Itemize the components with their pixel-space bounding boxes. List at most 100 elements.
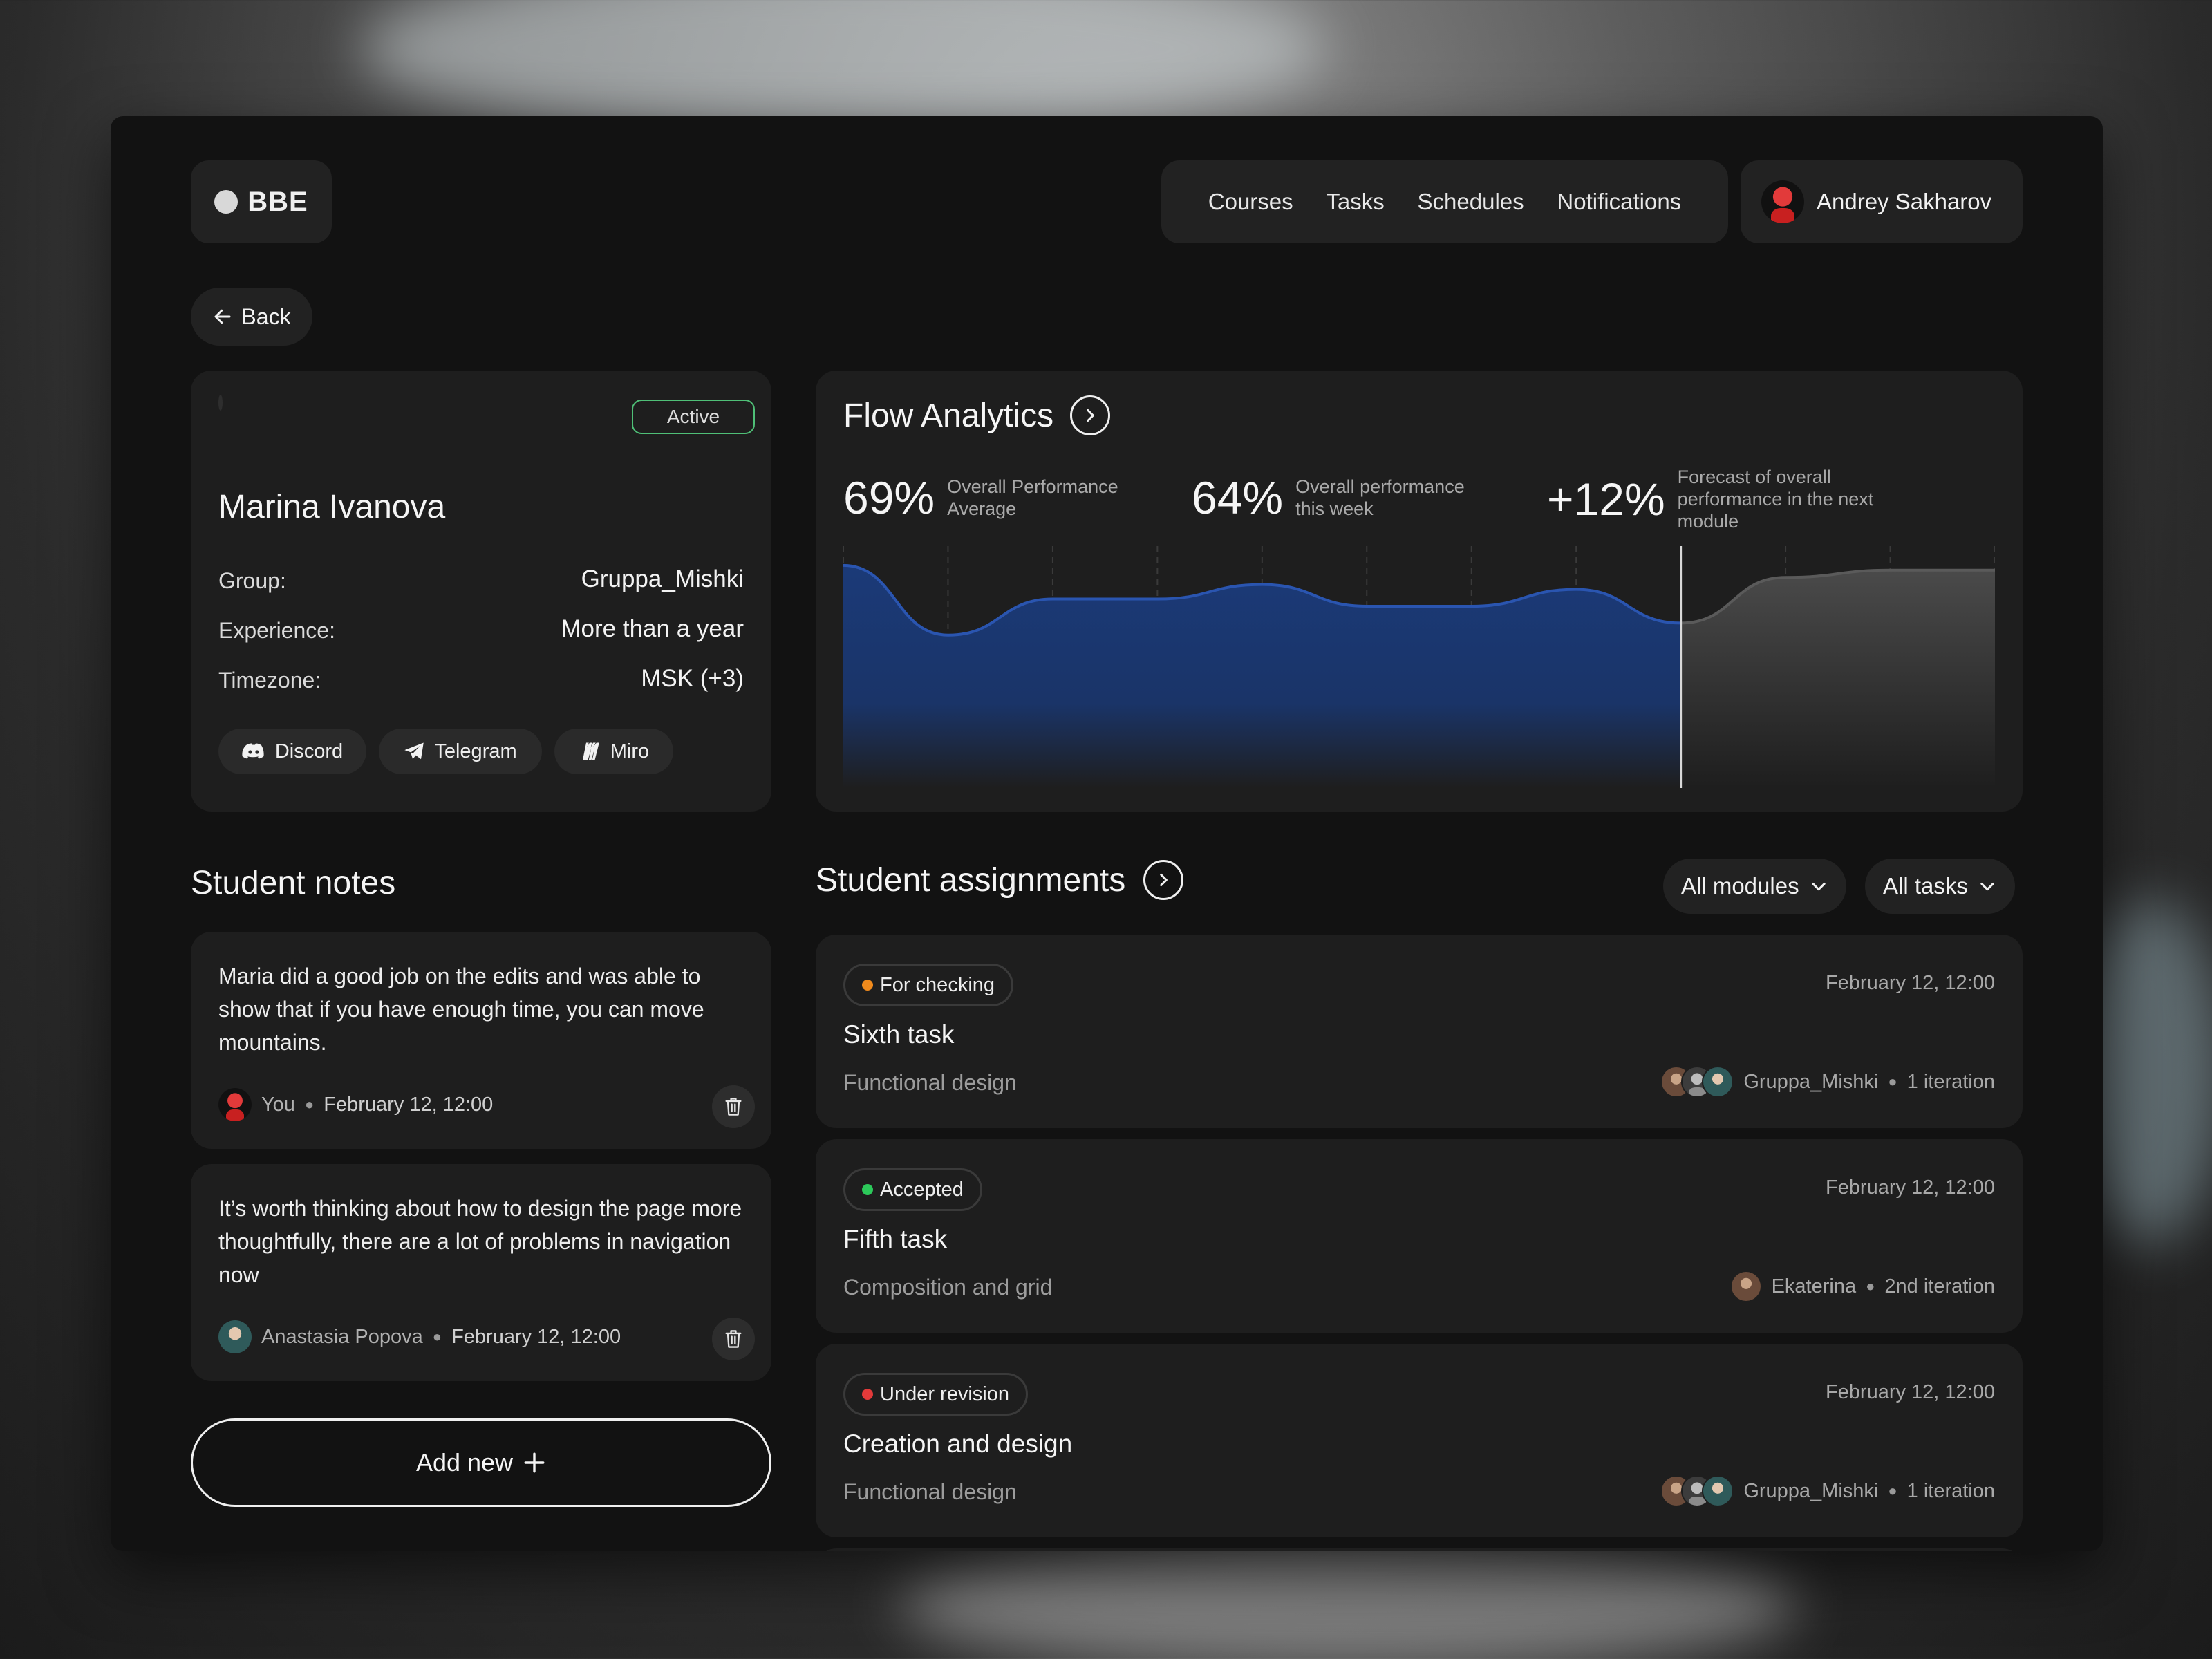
- note-meta: Anastasia Popova ● February 12, 12:00: [218, 1320, 621, 1353]
- stat-average-label-line-2: Average: [947, 498, 1017, 519]
- flow-chart: [843, 546, 1995, 788]
- assignments-open-button[interactable]: [1143, 860, 1184, 900]
- assignment-meta: Ekaterina ● 2nd iteration: [1730, 1271, 1995, 1302]
- dot-separator: ●: [304, 1096, 315, 1113]
- student-name: Marina Ivanova: [218, 489, 446, 525]
- avatar-stack: [1660, 1066, 1734, 1098]
- miro-icon: [582, 742, 599, 760]
- note-author: You: [261, 1093, 295, 1116]
- chevron-down-icon: [1811, 882, 1826, 891]
- assignment-assignee: Gruppa_Mishki: [1743, 1070, 1879, 1093]
- stat-week-label-line-2: this week: [1295, 498, 1374, 519]
- nav-courses[interactable]: Courses: [1208, 189, 1293, 214]
- telegram-button[interactable]: Telegram: [379, 729, 542, 774]
- assignment-status-label: Under revision: [880, 1382, 1009, 1405]
- stat-average-label: Overall Performance Average: [947, 476, 1118, 520]
- dot-separator: ●: [1888, 1073, 1897, 1090]
- note-date: February 12, 12:00: [451, 1325, 621, 1348]
- chevron-right-icon: [1160, 873, 1168, 887]
- assignments-header: Student assignments: [816, 860, 1184, 900]
- dot-separator: ●: [432, 1328, 442, 1345]
- add-note-label: Add new: [415, 1448, 514, 1477]
- assignment-assignee: Gruppa_Mishki: [1743, 1479, 1879, 1502]
- note-text: It’s worth thinking about how to design …: [218, 1196, 742, 1287]
- stat-forecast-label-line-2: performance in the next: [1677, 489, 1874, 509]
- discord-icon: [242, 743, 264, 759]
- logo-dot-icon: [214, 190, 238, 214]
- nav-schedules[interactable]: Schedules: [1417, 189, 1524, 214]
- assignment-iteration: 2nd iteration: [1884, 1275, 1995, 1297]
- discord-button[interactable]: Discord: [218, 729, 366, 774]
- group-label: Group:: [218, 568, 286, 593]
- discord-label: Discord: [274, 740, 344, 762]
- avatar-stack: [1730, 1271, 1762, 1302]
- brand-logo[interactable]: BBE: [191, 160, 332, 243]
- assignment-date: February 12, 12:00: [1825, 972, 1995, 994]
- nav-notifications[interactable]: Notifications: [1557, 189, 1682, 214]
- dot-separator: ●: [1866, 1277, 1875, 1295]
- note-date: February 12, 12:00: [324, 1093, 494, 1116]
- trash-icon: [725, 1330, 742, 1348]
- status-dot-icon: [862, 1389, 873, 1400]
- note-author: Anastasia Popova: [261, 1325, 423, 1348]
- note-text: Maria did a good job on the edits and wa…: [218, 964, 704, 1055]
- tasks-filter[interactable]: All tasks: [1865, 859, 2015, 914]
- avatar: [1702, 1475, 1734, 1507]
- stat-week-label: Overall performance this week: [1295, 476, 1465, 520]
- stat-forecast: +12% Forecast of overall performance in t…: [1547, 466, 1873, 532]
- user-avatar: [1761, 180, 1804, 223]
- status-dot-icon: [862, 980, 873, 991]
- assignment-status: For checking: [843, 964, 1014, 1006]
- flow-analytics-card: Flow Analytics 69% Overall Performance Av…: [816, 371, 2023, 812]
- assignment-module: Composition and grid: [843, 1275, 1053, 1300]
- telegram-icon: [404, 742, 424, 760]
- stat-average-label-line-1: Overall Performance: [947, 476, 1118, 497]
- stat-forecast-label-line-1: Forecast of overall: [1677, 467, 1831, 487]
- stat-week-label-line-1: Overall performance: [1295, 476, 1465, 497]
- assignment-card[interactable]: Under revision February 12, 12:00 Creati…: [816, 1344, 2023, 1537]
- miro-button[interactable]: Miro: [554, 729, 673, 774]
- background-blur-shape: [359, 0, 1327, 138]
- assignments-title: Student assignments: [816, 861, 1126, 899]
- add-note-button[interactable]: Add new: [191, 1418, 771, 1507]
- assignment-name: Creation and design: [843, 1430, 1073, 1458]
- stat-forecast-label: Forecast of overall performance in the ne…: [1678, 466, 1874, 532]
- note-author-avatar: [218, 1088, 252, 1121]
- assignment-meta: Gruppa_Mishki ● 1 iteration: [1660, 1475, 1995, 1507]
- delete-note-button[interactable]: [712, 1085, 755, 1128]
- status-dot-icon: [862, 1184, 873, 1195]
- assignment-status: Under revision: [843, 1373, 1028, 1416]
- analytics-header: Flow Analytics: [843, 395, 1111, 435]
- note-author-avatar: [218, 1320, 252, 1353]
- assignment-card[interactable]: Accepted February 12, 12:00 Fifth task C…: [816, 1139, 2023, 1333]
- stat-week: 64% Overall performance this week: [1192, 471, 1465, 524]
- assignment-card[interactable]: For checking February 12, 12:00 Sixth ta…: [816, 935, 2023, 1128]
- modules-filter-label: All modules: [1681, 873, 1799, 899]
- modules-filter[interactable]: All modules: [1663, 859, 1846, 914]
- assignment-module: Functional design: [843, 1479, 1017, 1504]
- student-profile-card: Active Marina Ivanova Group: Gruppa_Mish…: [191, 371, 771, 812]
- chevron-right-icon: [1087, 409, 1094, 422]
- stat-forecast-value: +12%: [1547, 474, 1665, 525]
- user-name: Andrey Sakharov: [1817, 189, 1992, 214]
- assignment-module: Functional design: [843, 1070, 1017, 1095]
- analytics-open-button[interactable]: [1070, 395, 1111, 435]
- stat-week-value: 64%: [1192, 472, 1284, 523]
- timezone-label: Timezone:: [218, 668, 321, 693]
- actual-line: [843, 563, 1681, 637]
- notes-title: Student notes: [191, 865, 396, 901]
- delete-note-button[interactable]: [712, 1318, 755, 1360]
- avatar: [1702, 1066, 1734, 1098]
- stat-average-value: 69%: [843, 472, 935, 523]
- user-menu[interactable]: Andrey Sakharov: [1741, 160, 2023, 243]
- nav-tasks[interactable]: Tasks: [1326, 189, 1385, 214]
- assignment-card-partial: [816, 1548, 2023, 1551]
- main-nav: Courses Tasks Schedules Notifications: [1161, 160, 1728, 243]
- assignment-meta: Gruppa_Mishki ● 1 iteration: [1660, 1066, 1995, 1098]
- note-card: Maria did a good job on the edits and wa…: [191, 932, 771, 1149]
- arrow-left-icon: [214, 309, 231, 324]
- dot-separator: ●: [1888, 1482, 1897, 1499]
- back-button[interactable]: Back: [191, 288, 312, 346]
- forecast-area: [1680, 570, 1995, 788]
- assignment-status-label: Accepted: [880, 1178, 964, 1201]
